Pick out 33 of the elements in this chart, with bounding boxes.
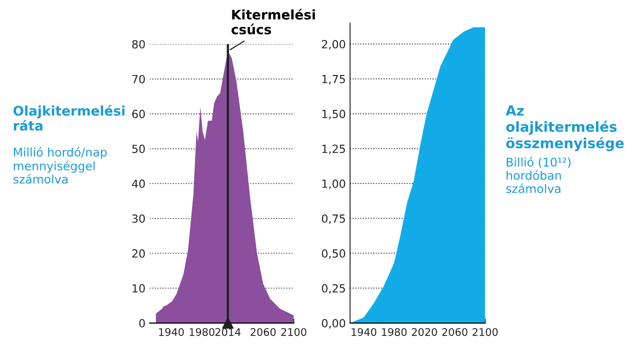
x-tick-label: 2020 xyxy=(412,328,437,336)
y-tick-label: 60 xyxy=(132,110,145,118)
y-tick-label: 40 xyxy=(132,180,145,188)
x-tick-label: 2100 xyxy=(281,328,306,336)
text: Millió hordó/nap mennyiséggel számolva xyxy=(13,147,107,184)
annotation: Kitermelési csúcs xyxy=(232,8,315,34)
y-axis-title: Olajkitermelési ráta xyxy=(13,105,124,131)
y-tick-label: 1,00 xyxy=(322,180,346,190)
y-tick-label: 50 xyxy=(132,144,145,154)
x-tick-label: 2100 xyxy=(472,328,498,336)
x-tick-label: 2060 xyxy=(442,328,468,336)
y-tick-label: 0 xyxy=(139,319,145,328)
y-axis-title: Az olajkitermelés összmenyisége xyxy=(506,105,624,152)
x-tick-label: 1940 xyxy=(159,328,184,336)
y-tick-label: 0,75 xyxy=(322,214,345,224)
y-tick-label: 10 xyxy=(132,284,145,293)
x-tick-label: 2060 xyxy=(250,328,276,336)
y-tick-label: 1,50 xyxy=(322,110,346,120)
y-tick-label: 1,75 xyxy=(322,75,345,84)
y-tick-label: 80 xyxy=(132,40,145,48)
x-tick-label: 1980 xyxy=(382,328,407,336)
x-tick-label: 2014 xyxy=(215,328,241,336)
x-tick-label: 1980 xyxy=(190,328,214,336)
y-tick-label: 70 xyxy=(132,74,145,84)
x-tick-label: 1940 xyxy=(352,328,376,336)
y-tick-label: 20 xyxy=(132,249,145,258)
y-tick-label: 0,50 xyxy=(322,249,346,259)
text: Billió (10¹²) hordóban számolva xyxy=(506,157,570,194)
y-tick-label: 0,00 xyxy=(322,319,346,329)
y-tick-label: 0,25 xyxy=(322,284,345,294)
y-tick-label: 30 xyxy=(132,214,145,223)
y-tick-label: 1,25 xyxy=(322,144,345,154)
y-tick-label: 2,00 xyxy=(322,40,346,50)
